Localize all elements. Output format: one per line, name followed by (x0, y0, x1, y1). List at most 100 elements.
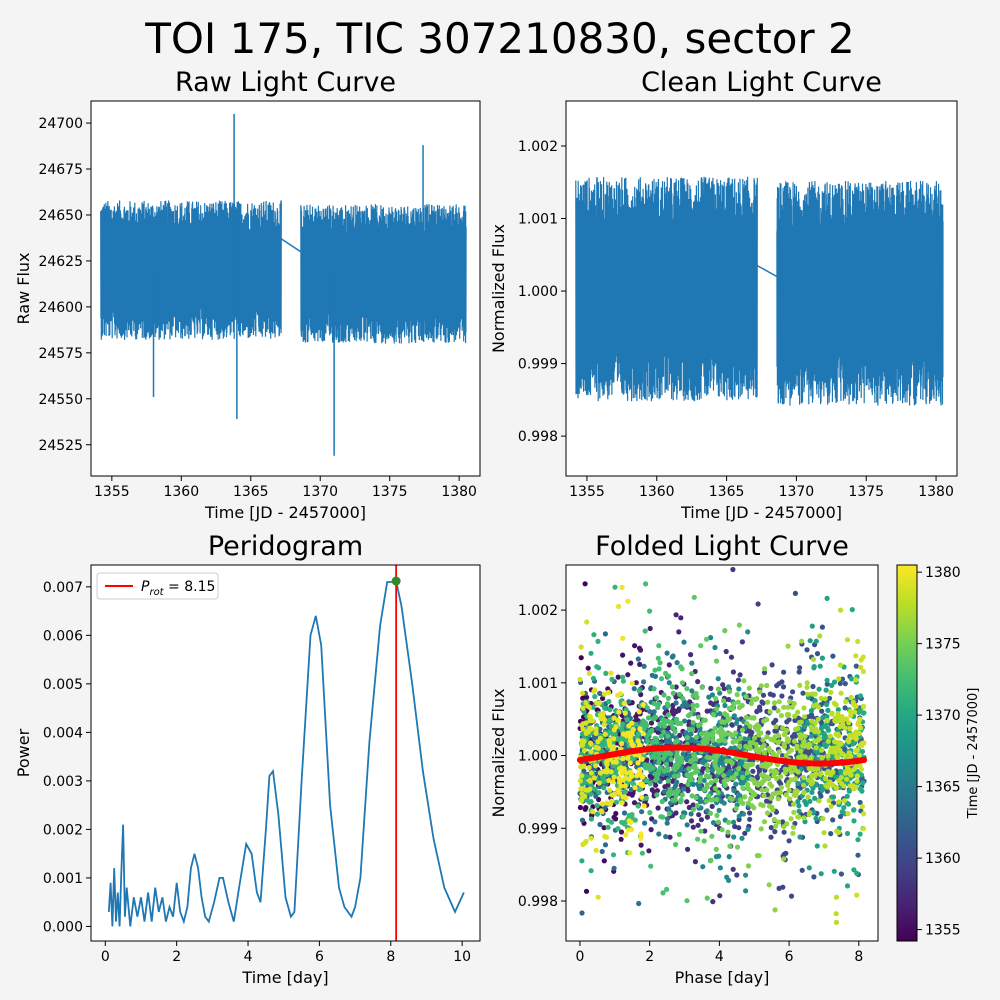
folded-point (791, 809, 797, 816)
folded-point (824, 595, 830, 602)
folded-point (828, 831, 834, 837)
folded-point (816, 736, 822, 742)
folded-point (667, 738, 673, 745)
folded-point (689, 727, 696, 733)
folded-point (588, 816, 595, 822)
folded-point (673, 841, 679, 848)
folded-point (771, 700, 778, 706)
sinusoid-model-curve (576, 744, 868, 767)
folded-point (787, 796, 793, 802)
folded-point (597, 726, 603, 732)
folded-point (752, 791, 758, 798)
folded-point (781, 704, 787, 710)
folded-point (842, 753, 848, 759)
folded-point (642, 628, 648, 634)
folded-point (639, 756, 645, 762)
x-tick-label: 1355 (94, 484, 130, 500)
folded-point (613, 759, 619, 765)
folded-point (717, 711, 723, 717)
folded-point (841, 805, 847, 811)
folded-point (610, 779, 616, 785)
folded-point (581, 768, 587, 774)
folded-point (742, 830, 748, 836)
folded-point (819, 624, 826, 630)
folded-point (819, 755, 825, 761)
folded-point (837, 680, 843, 687)
folded-point (792, 713, 798, 719)
folded-point (739, 955, 744, 960)
folded-point (860, 654, 866, 660)
folded-point (778, 713, 785, 719)
folded-point (699, 684, 705, 690)
folded-point (806, 865, 812, 871)
colorbar-tick-label: 1365 (925, 780, 961, 796)
folded-point (681, 639, 687, 645)
folded-point (658, 765, 664, 771)
folded-point (747, 745, 753, 752)
folded-point (588, 749, 594, 755)
folded-point (851, 807, 857, 813)
y-tick-label: 24650 (38, 208, 83, 224)
folded-point (629, 720, 635, 726)
folded-point (667, 751, 674, 757)
folded-point (652, 667, 658, 673)
folded-point (702, 717, 708, 723)
folded-point (620, 652, 626, 658)
folded-point (587, 786, 593, 792)
folded-point (797, 682, 803, 689)
folded-point (620, 635, 626, 641)
folded-point (635, 738, 641, 744)
folded-point (672, 947, 677, 952)
folded-point (726, 696, 732, 703)
y-tick-label: 1.000 (518, 284, 558, 300)
folded-point (824, 788, 831, 794)
legend-box (96, 572, 219, 600)
folded-point (790, 689, 796, 695)
folded-point (725, 829, 731, 835)
colorbar-tick-label: 1360 (925, 851, 961, 867)
folded-point (807, 742, 813, 748)
panel-title: Peridogram (208, 531, 363, 562)
folded-point (717, 690, 723, 696)
folded-point (678, 797, 684, 803)
folded-point (847, 726, 853, 732)
folded-point (786, 838, 792, 844)
folded-point (854, 870, 860, 876)
folded-point (664, 816, 671, 822)
folded-point (604, 834, 610, 840)
folded-point (690, 720, 696, 726)
folded-point (826, 695, 833, 701)
folded-point (732, 730, 739, 736)
folded-point (758, 730, 764, 736)
folded-point (818, 793, 824, 799)
folded-point (675, 762, 682, 768)
folded-point (833, 718, 839, 725)
folded-point (730, 566, 736, 573)
folded-point (581, 763, 587, 769)
y-tick-label: 0.007 (43, 580, 83, 596)
folded-point (779, 679, 785, 685)
folded-point (780, 725, 786, 731)
folded-point (788, 893, 795, 899)
folded-point (713, 696, 719, 702)
folded-point (791, 801, 797, 807)
folded-point (851, 867, 857, 873)
axes-frame (90, 100, 481, 477)
x-tick-label: 6 (315, 949, 324, 965)
folded-point (623, 832, 629, 838)
folded-point (709, 692, 716, 698)
folded-point (621, 766, 627, 772)
folded-point (812, 795, 818, 801)
folded-point (653, 695, 660, 701)
folded-point (602, 731, 608, 737)
folded-point (664, 820, 670, 826)
folded-point (745, 826, 751, 833)
folded-point (781, 829, 787, 835)
folded-point (823, 687, 829, 693)
folded-point (651, 686, 657, 692)
folded-point (811, 874, 817, 880)
folded-point (586, 765, 592, 771)
folded-point (611, 865, 617, 871)
folded-point (657, 721, 663, 727)
folded-point (798, 748, 804, 754)
